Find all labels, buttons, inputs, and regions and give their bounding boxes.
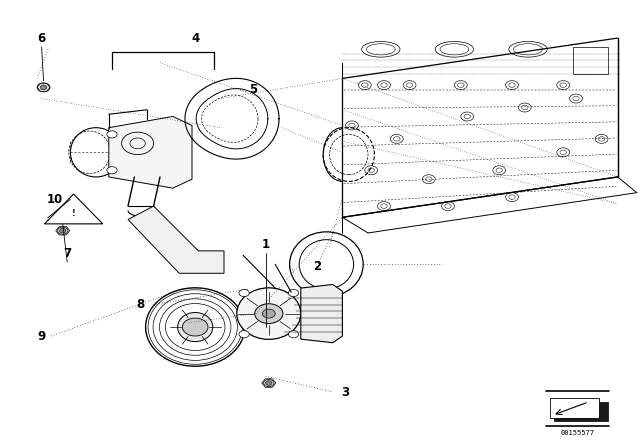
Polygon shape bbox=[554, 401, 608, 421]
Polygon shape bbox=[37, 83, 50, 91]
Text: 6: 6 bbox=[38, 31, 45, 45]
Circle shape bbox=[262, 309, 275, 318]
Circle shape bbox=[289, 289, 299, 297]
Circle shape bbox=[182, 318, 208, 336]
Ellipse shape bbox=[178, 313, 212, 342]
Circle shape bbox=[107, 167, 117, 174]
Text: 1: 1 bbox=[262, 237, 269, 251]
Text: 8: 8 bbox=[137, 298, 145, 311]
Circle shape bbox=[239, 331, 249, 338]
Polygon shape bbox=[44, 194, 103, 224]
Ellipse shape bbox=[237, 288, 301, 340]
Circle shape bbox=[266, 381, 272, 385]
Text: 7: 7 bbox=[63, 246, 71, 260]
Text: 00155577: 00155577 bbox=[561, 430, 595, 436]
Circle shape bbox=[107, 131, 117, 138]
Bar bbox=[573, 47, 608, 74]
Text: 9: 9 bbox=[38, 329, 45, 343]
Polygon shape bbox=[109, 116, 192, 188]
Polygon shape bbox=[56, 226, 70, 235]
Polygon shape bbox=[550, 398, 599, 418]
Text: 2: 2 bbox=[313, 260, 321, 273]
Circle shape bbox=[289, 331, 299, 338]
Polygon shape bbox=[128, 206, 224, 273]
Text: !: ! bbox=[72, 209, 76, 218]
Text: 10: 10 bbox=[46, 193, 63, 206]
Text: 4: 4 bbox=[191, 31, 199, 45]
Circle shape bbox=[255, 304, 283, 323]
Circle shape bbox=[40, 85, 47, 90]
Text: 3: 3 bbox=[342, 385, 349, 399]
Polygon shape bbox=[301, 284, 342, 343]
Circle shape bbox=[60, 228, 66, 233]
Text: 5: 5 bbox=[249, 83, 257, 96]
Circle shape bbox=[239, 289, 249, 297]
Polygon shape bbox=[262, 379, 276, 388]
